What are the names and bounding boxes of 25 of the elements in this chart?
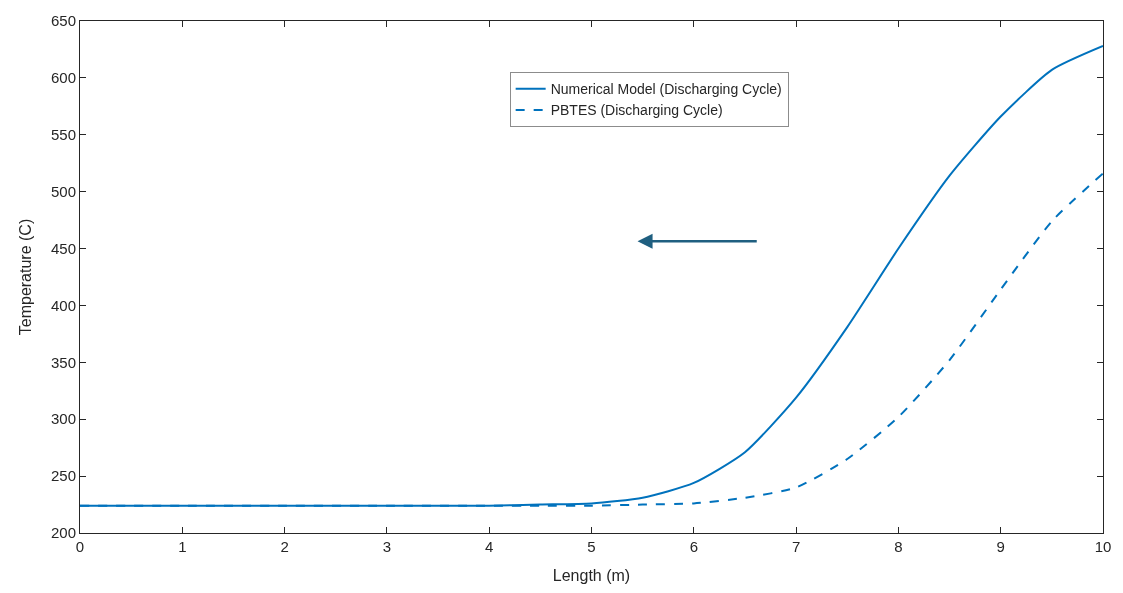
x-axis-title: Length (m) — [552, 566, 631, 584]
y-tick-label: 550 — [50, 126, 76, 144]
x-tick-label: 4 — [485, 538, 494, 555]
legend-label: PBTES (Discharging Cycle) — [550, 102, 723, 119]
y-tick-label: 250 — [50, 467, 76, 485]
y-tick-label: 500 — [50, 182, 76, 200]
y-tick-label: 600 — [50, 69, 76, 87]
y-tick-label: 400 — [50, 296, 76, 314]
x-tick-label: 0 — [75, 538, 85, 555]
y-tick-label: 450 — [50, 239, 76, 257]
y-axis-title: Temperature (C) — [16, 218, 34, 336]
x-tick-label: 9 — [996, 538, 1005, 555]
x-tick-label: 2 — [280, 538, 289, 555]
y-tick-label: 300 — [50, 410, 76, 428]
legend-label: Numerical Model (Discharging Cycle) — [550, 81, 782, 98]
x-tick-label: 6 — [689, 538, 698, 555]
y-tick-label: 200 — [50, 524, 76, 542]
x-tick-label: 3 — [382, 538, 392, 555]
y-tick-label: 650 — [50, 12, 76, 30]
x-tick-label: 5 — [587, 538, 596, 555]
x-tick-label: 7 — [791, 538, 801, 555]
x-tick-label: 1 — [178, 538, 187, 555]
x-tick-label: 10 — [1094, 538, 1112, 555]
y-tick-label: 350 — [50, 353, 76, 371]
x-tick-label: 8 — [894, 538, 903, 555]
